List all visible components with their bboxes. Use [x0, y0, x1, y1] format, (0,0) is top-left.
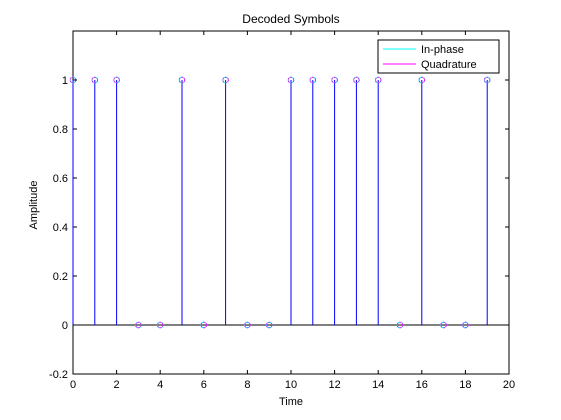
quadrature-marker	[287, 76, 295, 84]
y-tick-label: -0.2	[49, 369, 68, 381]
y-axis-label: Amplitude	[28, 181, 40, 230]
quadrature-marker	[483, 76, 491, 84]
quadrature-marker	[396, 321, 404, 329]
y-tick-label: 0.6	[53, 173, 68, 185]
quadrature-marker	[374, 76, 382, 84]
x-tick-label: 4	[157, 379, 163, 391]
quadrature-marker	[200, 321, 208, 329]
x-tick-label: 6	[201, 379, 207, 391]
stem-layer	[72, 80, 488, 325]
legend-label-quadrature: Quadrature	[421, 59, 477, 71]
x-tick-label: 2	[114, 379, 120, 391]
x-axis-ticks: 0 2 4 6 8 10 12 14 16 18 20	[70, 31, 515, 391]
x-tick-label: 20	[503, 379, 515, 391]
x-tick-label: 18	[459, 379, 471, 391]
x-tick-label: 0	[70, 379, 76, 391]
y-tick-label: 0.8	[53, 124, 68, 136]
x-tick-label: 8	[244, 379, 250, 391]
quadrature-marker	[440, 321, 447, 329]
quadrature-marker	[156, 321, 164, 329]
y-tick-label: 0.4	[53, 222, 68, 234]
legend-box	[377, 39, 500, 74]
quadrature-marker	[244, 321, 251, 329]
quadrature-marker	[462, 321, 469, 329]
chart-title: Decoded Symbols	[242, 12, 339, 26]
quadrature-marker	[113, 76, 120, 84]
y-axis-ticks: -0.2 0 0.2 0.4 0.6 0.8 1	[49, 75, 509, 381]
x-tick-label: 10	[285, 379, 297, 391]
legend-label-in-phase: In-phase	[421, 44, 464, 56]
quadrature-marker	[178, 76, 186, 84]
x-tick-label: 16	[416, 379, 428, 391]
legend: In-phase Quadrature	[377, 39, 500, 74]
x-tick-label: 12	[328, 379, 340, 391]
quadrature-marker	[265, 321, 273, 329]
y-tick-label: 1	[62, 75, 68, 87]
y-tick-label: 0	[62, 320, 68, 332]
quadrature-marker	[135, 321, 142, 329]
quadrature-marker	[331, 76, 338, 84]
x-tick-label: 14	[372, 379, 384, 391]
quadrature-marker	[353, 76, 360, 84]
quadrature-marker	[418, 76, 426, 84]
y-tick-label: 0.2	[53, 271, 68, 283]
x-axis-label: Time	[279, 396, 303, 408]
quadrature-marker	[222, 76, 229, 84]
marker-layer	[69, 76, 491, 329]
quadrature-marker	[91, 76, 99, 84]
quadrature-marker	[309, 76, 317, 84]
